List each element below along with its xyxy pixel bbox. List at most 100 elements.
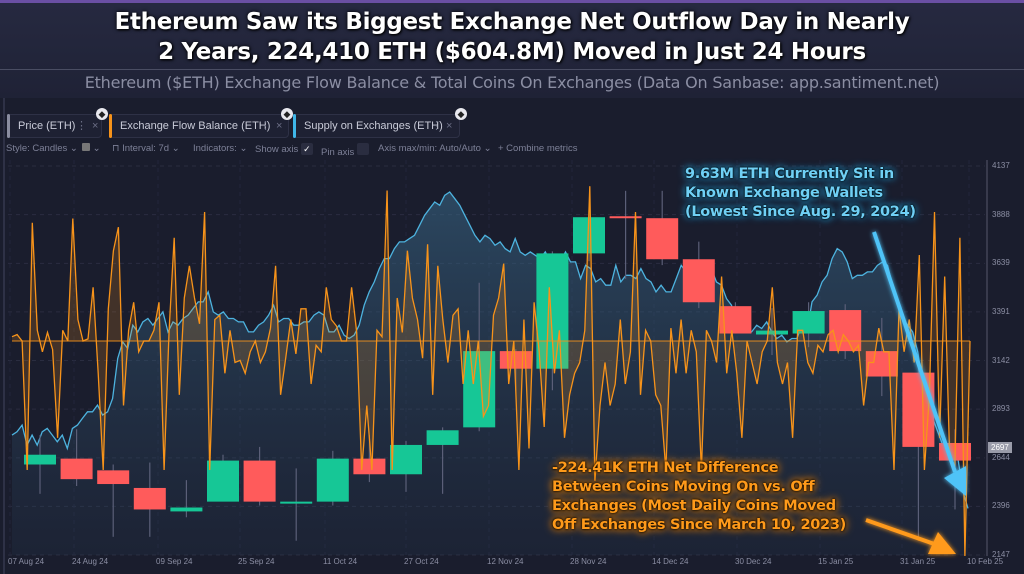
candle-body: [390, 444, 422, 475]
annotation-line: Between Coins Moving On vs. Off: [552, 479, 815, 495]
subtitle: Ethereum ($ETH) Exchange Flow Balance & …: [84, 73, 940, 92]
x-tick-label: 10 Feb 25: [967, 557, 1004, 566]
candle: [792, 302, 825, 348]
candle-body: [207, 460, 239, 502]
combine-metrics-button[interactable]: + Combine metrics: [498, 143, 578, 154]
header-divider: [0, 69, 1024, 70]
candle-body: [170, 507, 203, 512]
candle-body: [60, 458, 93, 480]
annotation-line: 9.63M ETH Currently Sit in: [685, 166, 894, 182]
page-title: Ethereum Saw its Biggest Exchange Net Ou…: [0, 7, 1024, 67]
orange-arrow-head: [928, 532, 956, 554]
blue-arrow-shaft: [872, 231, 957, 473]
metric-tab-price[interactable]: Price (ETH) ⋮ ×: [7, 114, 102, 138]
exchange-flow-series: [11, 186, 971, 557]
supply-annotation: 9.63M ETH Currently Sit in Known Exchang…: [685, 165, 916, 222]
x-tick-label: 07 Aug 24: [8, 557, 45, 566]
annotation-line: (Lowest Since Aug. 29, 2024): [685, 204, 916, 220]
axis-maxmin-label: Axis max/min: Auto/Auto: [378, 143, 481, 154]
candle: [426, 427, 459, 494]
candle: [682, 241, 715, 309]
x-tick-label: 25 Sep 24: [238, 557, 275, 566]
x-tick-label: 31 Jan 25: [900, 557, 936, 566]
more-options-icon[interactable]: ⋮: [431, 120, 442, 132]
close-icon[interactable]: ×: [446, 120, 453, 132]
checkbox[interactable]: [356, 143, 369, 155]
interval-label: Interval: 7d: [122, 143, 170, 154]
x-tick-label: 28 Nov 24: [570, 557, 607, 566]
candle-body: [609, 216, 642, 219]
y-tick-label: 2396: [992, 501, 1010, 511]
candle-body: [646, 218, 679, 260]
x-tick-label: 12 Nov 24: [487, 557, 524, 566]
candle: [829, 304, 862, 359]
x-tick-label: 11 Oct 24: [323, 557, 358, 566]
x-tick-label: 30 Dec 24: [735, 557, 772, 566]
color-swatch: [82, 143, 90, 151]
price-candles: [24, 190, 971, 541]
metric-tab-supply[interactable]: Supply on Exchanges (ETH) ⋮ ×: [293, 114, 460, 138]
more-options-icon[interactable]: ⋮: [76, 120, 87, 132]
candle-body: [24, 454, 56, 465]
y-tick-label: 3142: [992, 355, 1010, 365]
style-dropdown[interactable]: Style: Candles ⌄: [6, 143, 78, 154]
candle: [24, 435, 56, 494]
metric-color-bar: [293, 114, 296, 138]
candle-body: [682, 259, 715, 303]
close-icon[interactable]: ×: [276, 120, 283, 132]
candle: [133, 462, 166, 537]
candle-body: [280, 501, 313, 504]
y-tick-label: 2147: [992, 550, 1010, 559]
indicators-dropdown[interactable]: Indicators: ⌄: [193, 143, 248, 154]
y-tick-label: 4137: [992, 161, 1010, 170]
style-label: Style: Candles: [6, 143, 68, 154]
more-options-icon[interactable]: ⋮: [260, 120, 271, 132]
candle-body: [316, 458, 349, 502]
candle: [60, 429, 93, 486]
candle-body: [243, 460, 276, 502]
title-line-1: Ethereum Saw its Biggest Exchange Net Ou…: [114, 9, 910, 35]
orange-arrow: [865, 518, 956, 554]
indicators-label: Indicators:: [193, 143, 237, 154]
flow-annotation: -224.41K ETH Net Difference Between Coin…: [552, 459, 846, 535]
pin-axis-label: Pin axis: [321, 147, 355, 158]
x-tick-label: 27 Oct 24: [404, 557, 439, 566]
interval-dropdown[interactable]: ⊓ Interval: 7d ⌄: [112, 143, 180, 154]
metric-tab-label: Exchange Flow Balance (ETH): [120, 120, 271, 132]
header: Ethereum Saw its Biggest Exchange Net Ou…: [0, 0, 1024, 98]
y-tick-label: 3888: [992, 209, 1010, 219]
checkmark-icon[interactable]: ✓: [300, 143, 313, 155]
eth-icon: ◆: [96, 108, 108, 120]
title-line-2: 2 Years, 224,410 ETH ($604.8M) Moved in …: [158, 39, 866, 65]
candle: [756, 308, 788, 356]
x-tick-label: 09 Sep 24: [156, 557, 193, 566]
y-tick-label: 3391: [992, 306, 1010, 316]
blue-arrow-head: [944, 466, 966, 496]
flow-line: [11, 186, 971, 557]
orange-arrow-shaft: [865, 518, 941, 548]
metric-tab-exchange-flow[interactable]: Exchange Flow Balance (ETH) ⋮ ×: [109, 114, 289, 138]
candle: [609, 190, 642, 279]
metric-color-bar: [7, 114, 10, 138]
x-tick-label: 24 Aug 24: [72, 557, 109, 566]
y-tick-label: 2893: [992, 404, 1010, 414]
pin-axis-toggle[interactable]: Pin axis: [321, 143, 369, 158]
candle-body: [865, 351, 898, 377]
axis-maxmin-dropdown[interactable]: Axis max/min: Auto/Auto ⌄: [378, 143, 492, 154]
candle: [207, 454, 239, 502]
color-dropdown[interactable]: ⌄: [82, 143, 101, 154]
show-axis-toggle[interactable]: Show axis ✓: [255, 143, 313, 155]
eth-icon: ◆: [455, 108, 467, 120]
candle: [243, 446, 276, 506]
annotation-line: Exchanges (Most Daily Coins Moved: [552, 498, 836, 514]
x-tick-label: 15 Jan 25: [818, 557, 854, 566]
candle-body: [829, 310, 862, 352]
current-price-label: 2697: [988, 442, 1012, 453]
close-icon[interactable]: ×: [92, 120, 99, 132]
x-tick-label: 14 Dec 24: [652, 557, 689, 566]
candle-body: [792, 311, 825, 334]
candle-body: [133, 487, 166, 510]
y-tick-label: 3639: [992, 258, 1010, 268]
show-axis-label: Show axis: [255, 144, 299, 155]
